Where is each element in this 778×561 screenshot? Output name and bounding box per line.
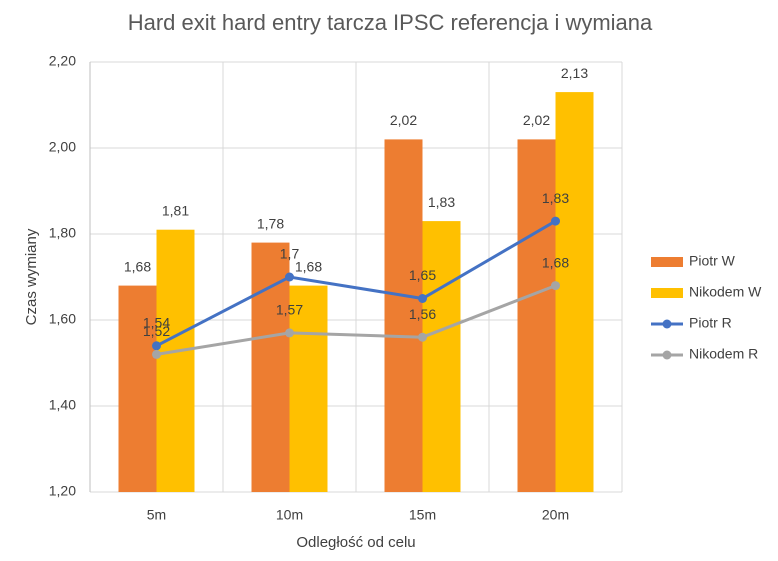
data-label: 1,57	[276, 302, 303, 318]
data-label: 1,83	[542, 190, 569, 206]
data-label: 1,56	[409, 306, 436, 322]
y-tick-label: 1,80	[49, 225, 76, 241]
legend-label: Piotr R	[689, 315, 732, 331]
y-tick-label: 2,20	[49, 53, 76, 69]
bar	[517, 139, 556, 492]
legend-label: Nikodem W	[689, 284, 762, 300]
data-label: 2,02	[523, 112, 550, 128]
legend-marker	[662, 319, 672, 329]
bar	[422, 221, 461, 492]
line	[156, 284, 557, 356]
x-axis-label: Odległość od celu	[296, 534, 415, 551]
chart-title: Hard exit hard entry tarcza IPSC referen…	[128, 10, 653, 35]
data-label: 1,7	[280, 246, 300, 262]
y-tick-label: 1,40	[49, 397, 76, 413]
marker	[551, 281, 560, 291]
bar	[384, 139, 423, 492]
y-tick-label: 1,20	[49, 483, 76, 499]
bar	[289, 285, 328, 492]
x-tick-label: 15m	[409, 507, 436, 523]
y-tick-label: 2,00	[49, 139, 76, 155]
x-tick-label: 20m	[542, 507, 569, 523]
data-label: 1,52	[143, 323, 170, 339]
data-label: 1,68	[542, 254, 569, 270]
data-label: 2,02	[390, 112, 417, 128]
x-tick-label: 5m	[147, 507, 166, 523]
data-label: 1,68	[124, 258, 151, 274]
marker	[551, 216, 560, 226]
legend-label: Nikodem R	[689, 346, 758, 362]
data-label: 2,13	[561, 65, 588, 81]
data-label: 1,68	[295, 258, 322, 274]
data-label: 1,65	[409, 267, 436, 283]
x-tick-label: 10m	[276, 507, 303, 523]
bar	[156, 229, 195, 492]
legend-swatch	[651, 257, 683, 267]
bar	[118, 285, 157, 492]
bar	[555, 92, 594, 492]
line	[155, 219, 557, 348]
marker	[285, 272, 294, 282]
legend-label: Piotr W	[689, 253, 736, 269]
y-tick-label: 1,60	[49, 311, 76, 327]
marker	[152, 341, 161, 351]
data-label: 1,54	[143, 315, 170, 331]
bar	[251, 242, 290, 492]
data-label: 1,78	[257, 215, 284, 231]
y-axis-label: Czas wymiany	[23, 228, 40, 325]
legend-swatch	[651, 288, 683, 298]
marker	[285, 328, 294, 338]
legend-marker	[662, 350, 672, 360]
marker	[418, 332, 427, 342]
data-label: 1,81	[162, 202, 189, 218]
data-label: 1,83	[428, 194, 455, 210]
marker	[152, 349, 161, 359]
marker	[418, 294, 427, 303]
